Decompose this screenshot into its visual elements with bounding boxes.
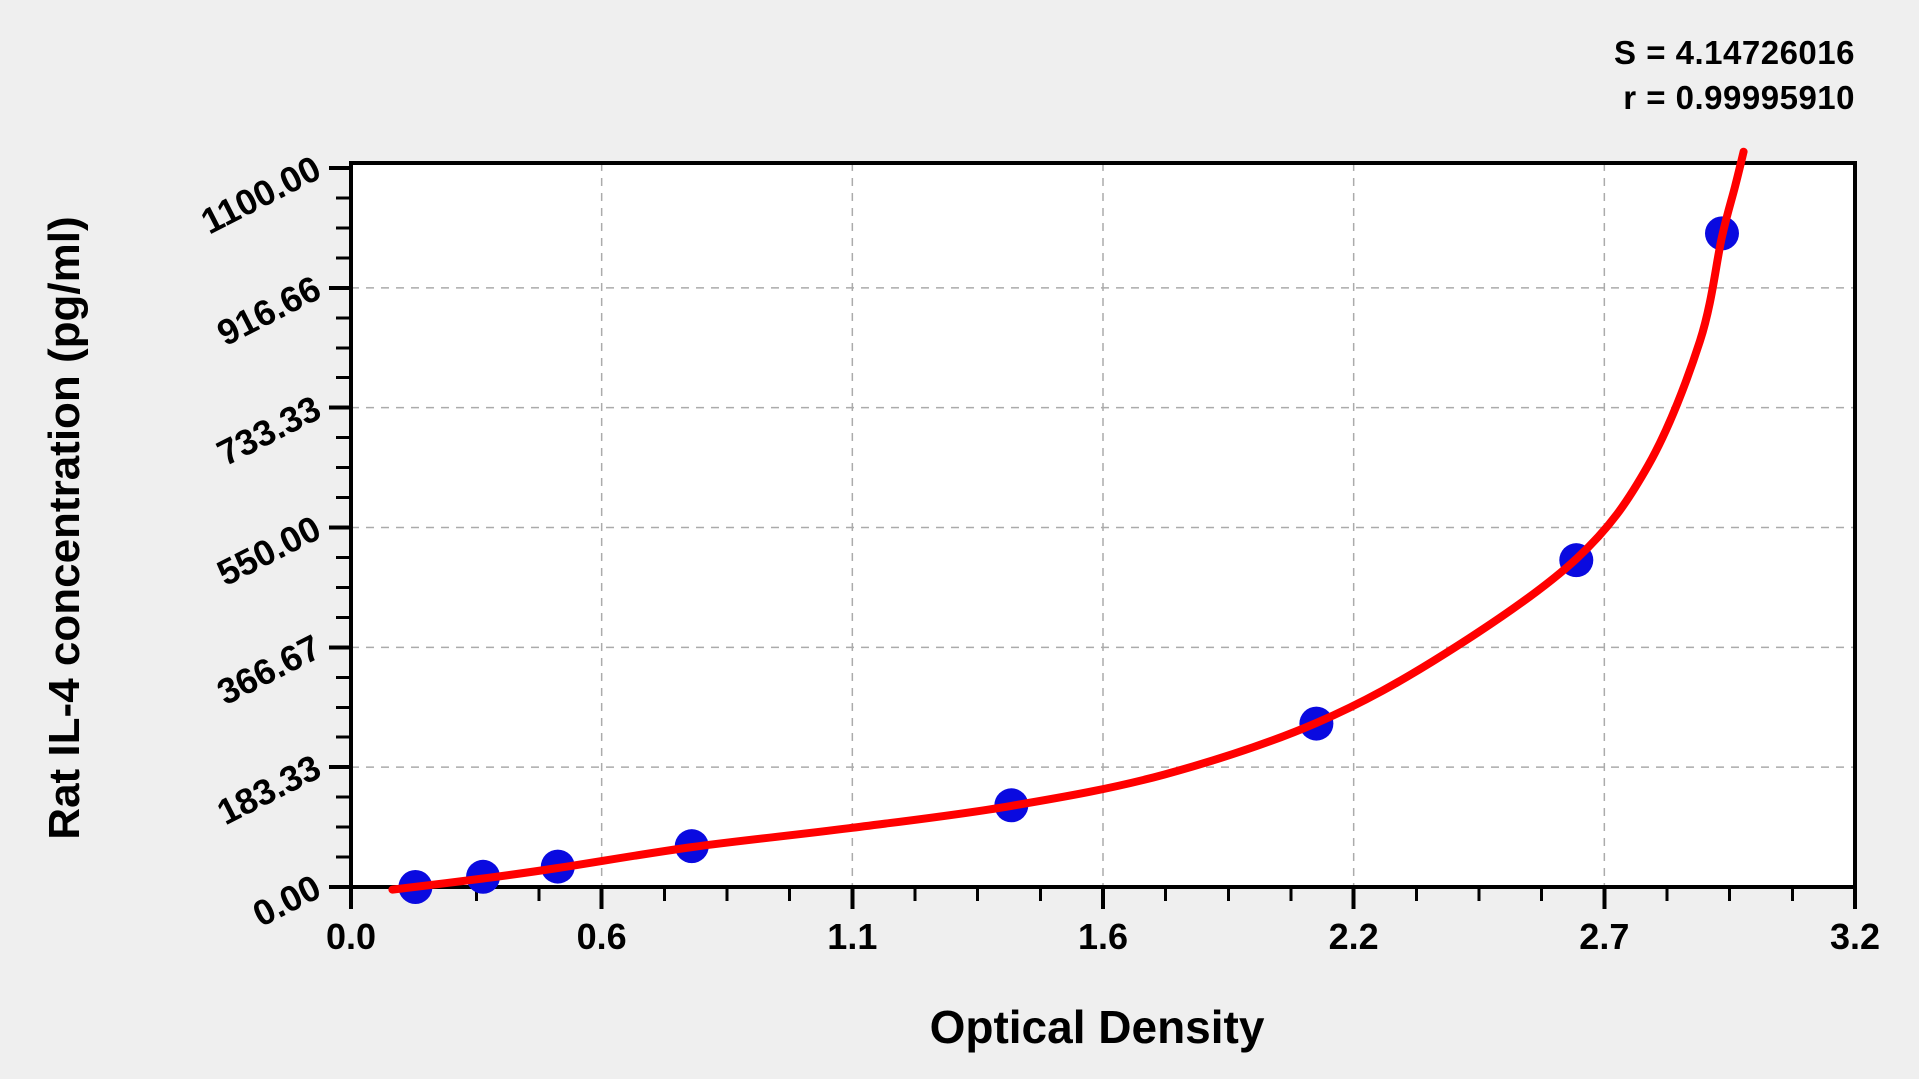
fit-statistics: S = 4.14726016 r = 0.99995910 bbox=[1614, 30, 1855, 120]
r-value-text: r = 0.99995910 bbox=[1623, 79, 1855, 116]
s-value-text: S = 4.14726016 bbox=[1614, 34, 1855, 71]
x-tick-label: 1.1 bbox=[827, 916, 878, 957]
x-tick-label: 2.2 bbox=[1328, 916, 1379, 957]
x-tick-label: 1.6 bbox=[1077, 916, 1129, 957]
x-axis-title: Optical Density bbox=[929, 1001, 1265, 1053]
x-tick-label: 0.0 bbox=[325, 916, 377, 957]
x-tick-label: 3.2 bbox=[1829, 916, 1881, 957]
y-axis-title: Rat IL-4 concentration (pg/ml) bbox=[40, 216, 89, 840]
standard-curve-line bbox=[388, 147, 1748, 894]
x-tick-label: 2.7 bbox=[1579, 916, 1630, 957]
x-tick-label: 0.6 bbox=[576, 916, 627, 957]
